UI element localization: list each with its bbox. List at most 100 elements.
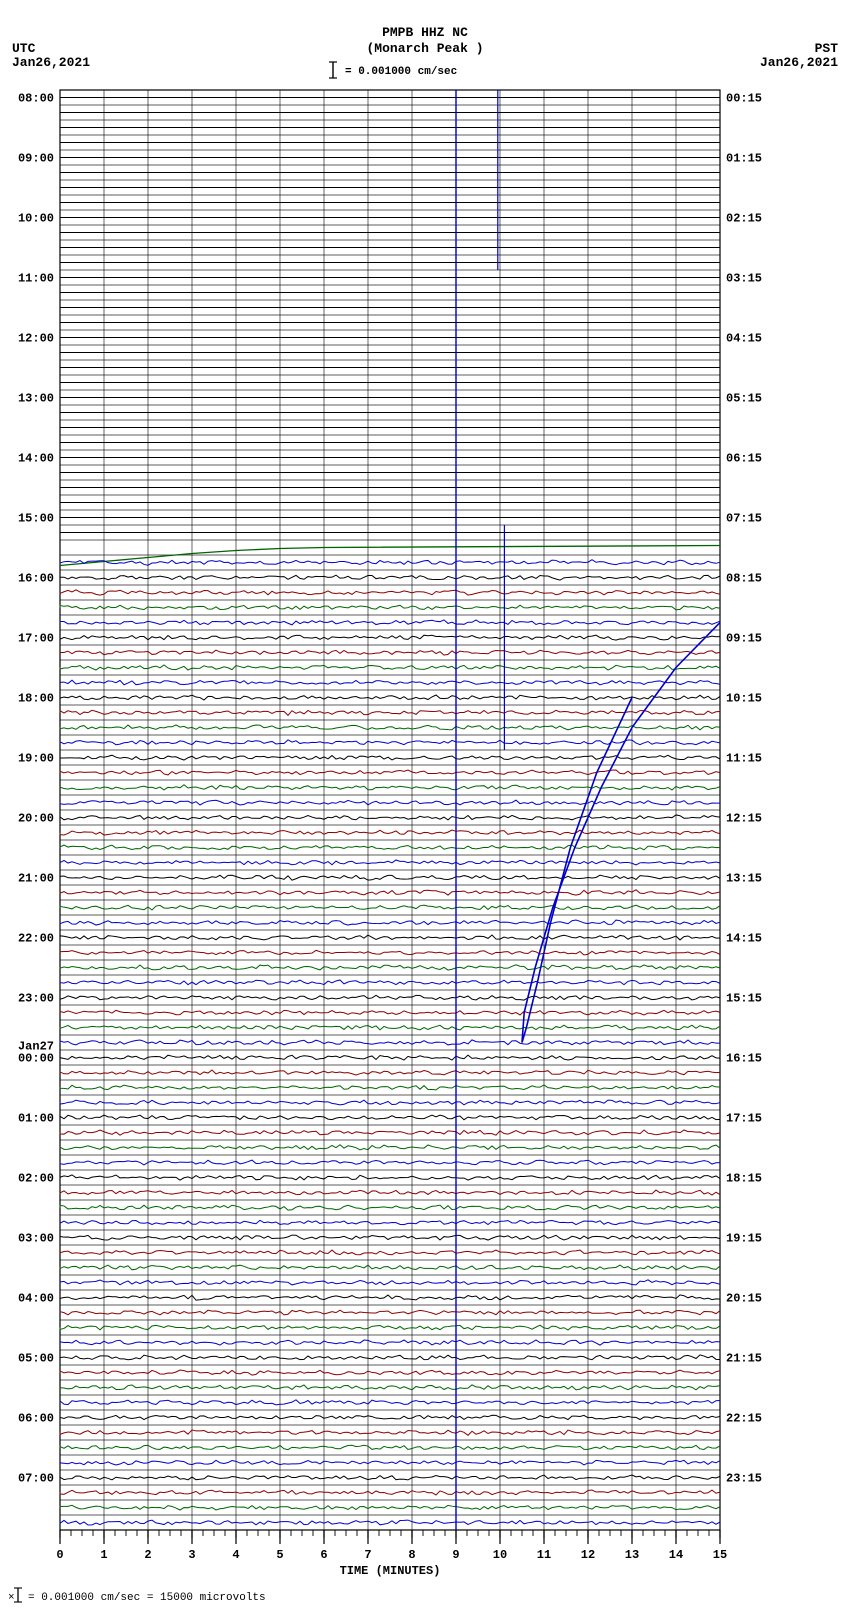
left-hour-label: 09:00 [18, 152, 54, 166]
seismogram-chart: PMPB HHZ NC(Monarch Peak ) = 0.001000 cm/… [0, 0, 850, 1613]
trace-line [60, 875, 720, 880]
right-hour-label: 04:15 [726, 332, 762, 346]
left-hour-label: 22:00 [18, 932, 54, 946]
trace-line [60, 1055, 720, 1060]
trace-line [60, 1115, 720, 1120]
trace-line [60, 635, 720, 640]
x-tick-label: 5 [276, 1548, 283, 1562]
trace-line [60, 755, 720, 760]
left-hour-label: 02:00 [18, 1172, 54, 1186]
trace-line [60, 620, 720, 625]
right-hour-label: 17:15 [726, 1112, 762, 1126]
trace-line [60, 1325, 720, 1330]
right-hour-label: 12:15 [726, 812, 762, 826]
x-tick-label: 6 [320, 1548, 327, 1562]
right-hour-label: 07:15 [726, 512, 762, 526]
right-hour-label: 13:15 [726, 872, 762, 886]
trace-line [60, 1490, 720, 1495]
x-tick-label: 1 [100, 1548, 107, 1562]
left-hour-label: 06:00 [18, 1412, 54, 1426]
trace-line [60, 1265, 720, 1270]
left-hour-label: 04:00 [18, 1292, 54, 1306]
trace-line [60, 1130, 720, 1135]
trace-line [60, 815, 720, 820]
right-date: Jan26,2021 [760, 55, 838, 70]
left-hour-label: 00:00 [18, 1052, 54, 1066]
trace-line [60, 770, 720, 775]
trace-line [60, 1025, 720, 1030]
trace-line [60, 590, 720, 595]
trace-line [60, 995, 720, 1000]
trace-line [60, 665, 720, 670]
right-hour-label: 19:15 [726, 1232, 762, 1246]
trace-line [60, 1145, 720, 1150]
right-hour-label: 16:15 [726, 1052, 762, 1066]
trace-line [60, 965, 720, 970]
right-hour-label: 11:15 [726, 752, 762, 766]
trace-line [60, 905, 720, 910]
left-tz: UTC [12, 41, 36, 56]
trace-line [60, 1205, 720, 1210]
x-tick-label: 10 [493, 1548, 507, 1562]
trace-line [60, 1100, 720, 1105]
right-hour-label: 05:15 [726, 392, 762, 406]
trace-line [60, 1355, 720, 1360]
left-hour-label: 18:00 [18, 692, 54, 706]
x-tick-label: 13 [625, 1548, 639, 1562]
x-tick-label: 11 [537, 1548, 551, 1562]
trace-line [60, 1175, 720, 1180]
trace-line [60, 935, 720, 940]
trace-line [60, 1340, 720, 1345]
right-hour-label: 18:15 [726, 1172, 762, 1186]
left-hour-label: 23:00 [18, 992, 54, 1006]
trace-line [60, 740, 720, 745]
x-axis-label: TIME (MINUTES) [340, 1564, 441, 1578]
left-hour-label: 19:00 [18, 752, 54, 766]
trace-line [60, 1235, 720, 1240]
left-hour-label: 11:00 [18, 272, 54, 286]
x-tick-label: 4 [232, 1548, 239, 1562]
trace-line [60, 1070, 720, 1075]
title-line2: (Monarch Peak ) [366, 41, 483, 56]
x-tick-label: 9 [452, 1548, 459, 1562]
right-tz: PST [815, 41, 839, 56]
left-hour-label: 08:00 [18, 92, 54, 106]
trace-line [60, 1400, 720, 1405]
trace-line [60, 920, 720, 925]
x-tick-label: 0 [56, 1548, 63, 1562]
left-hour-label: 12:00 [18, 332, 54, 346]
left-hour-label: 05:00 [18, 1352, 54, 1366]
trace-line [60, 605, 720, 610]
x-tick-label: 7 [364, 1548, 371, 1562]
right-hour-label: 15:15 [726, 992, 762, 1006]
x-tick-label: 8 [408, 1548, 415, 1562]
trace-line [60, 800, 720, 805]
trace-line [60, 1250, 720, 1255]
scale-text: = 0.001000 cm/sec [345, 66, 457, 78]
trace-line [60, 1445, 720, 1449]
trace-line [60, 785, 720, 790]
trace-line [60, 845, 720, 850]
trace-line [60, 650, 720, 655]
trace-line [60, 1040, 720, 1045]
left-hour-label: 16:00 [18, 572, 54, 586]
left-hour-label: 13:00 [18, 392, 54, 406]
left-hour-label: 15:00 [18, 512, 54, 526]
right-hour-label: 20:15 [726, 1292, 762, 1306]
trace-line [60, 830, 720, 835]
trace-line [60, 1415, 720, 1419]
left-hour-label: 10:00 [18, 212, 54, 226]
x-tick-label: 12 [581, 1548, 595, 1562]
trace-line [60, 1475, 720, 1480]
left-hour-label: 14:00 [18, 452, 54, 466]
title-line1: PMPB HHZ NC [382, 25, 468, 40]
x-tick-label: 3 [188, 1548, 195, 1562]
right-hour-label: 23:15 [726, 1472, 762, 1486]
trace-line [60, 575, 720, 580]
trace-line [60, 695, 720, 700]
trace-line [60, 710, 720, 715]
svg-text:×: × [8, 1592, 15, 1604]
trace-line [60, 1460, 720, 1465]
trace-line [60, 1160, 720, 1165]
trace-line [60, 1505, 720, 1510]
